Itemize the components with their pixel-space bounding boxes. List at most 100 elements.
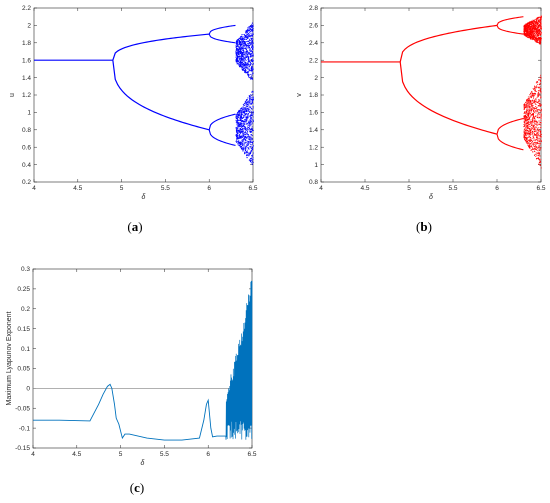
- chaos-point: [531, 119, 533, 121]
- chaos-point: [240, 61, 242, 63]
- chaos-point: [536, 39, 538, 41]
- chaos-point: [247, 121, 249, 123]
- chaos-point: [533, 128, 535, 130]
- chaos-point: [528, 110, 530, 112]
- chaos-point: [245, 137, 247, 138]
- chaos-point: [531, 23, 532, 25]
- chaos-point: [252, 29, 253, 31]
- chaos-point: [238, 50, 240, 52]
- chaos-point: [536, 33, 538, 34]
- chaos-point: [251, 100, 253, 102]
- chaos-point: [529, 30, 531, 32]
- chaos-point: [251, 27, 253, 29]
- chaos-point: [241, 59, 243, 60]
- chaos-point: [539, 102, 541, 104]
- chaos-point: [251, 99, 253, 101]
- chaos-point: [540, 118, 542, 120]
- chaos-point: [252, 27, 254, 29]
- chaos-point: [241, 107, 243, 109]
- chaos-point: [240, 131, 242, 132]
- chaos-point: [251, 151, 253, 153]
- chaos-point: [536, 152, 538, 154]
- chaos-point: [524, 138, 526, 140]
- chaos-point: [524, 134, 526, 136]
- chaos-point: [528, 136, 530, 138]
- chaos-point: [241, 140, 243, 142]
- chaos-point: [241, 141, 243, 143]
- chaos-point: [533, 33, 535, 35]
- chaos-point: [242, 139, 244, 141]
- chaos-point: [540, 133, 541, 135]
- chaos-point: [239, 108, 241, 110]
- chaos-point: [536, 30, 538, 32]
- chaos-point: [536, 18, 538, 20]
- chaos-point: [529, 106, 530, 108]
- chaos-point: [236, 121, 238, 123]
- chaos-point: [524, 134, 526, 136]
- chaos-point: [252, 146, 254, 148]
- chaos-point: [246, 152, 248, 153]
- chaos-point: [245, 59, 247, 61]
- chaos-point: [238, 130, 240, 131]
- chaos-point: [242, 110, 244, 112]
- chaos-point: [531, 145, 532, 147]
- chaos-point: [534, 23, 536, 25]
- chaos-point: [245, 110, 247, 112]
- chaos-point: [527, 123, 529, 125]
- chaos-point: [540, 117, 542, 118]
- chaos-point: [533, 26, 535, 28]
- chaos-point: [245, 64, 247, 66]
- chaos-point: [527, 110, 529, 112]
- chaotic-attractor-points: [235, 22, 254, 165]
- chaos-point: [524, 28, 526, 30]
- chaos-point: [246, 103, 248, 105]
- chaos-point: [237, 52, 238, 54]
- chaos-point: [535, 41, 537, 43]
- chaos-point: [237, 57, 239, 59]
- y-tick-label: 0.3: [21, 266, 30, 273]
- chaos-point: [243, 143, 245, 145]
- chaos-point: [539, 144, 541, 146]
- chaos-point: [540, 23, 542, 24]
- chaos-point: [236, 58, 238, 60]
- chaos-point: [533, 29, 535, 31]
- chaos-point: [239, 123, 240, 125]
- y-tick-label: 0.6: [22, 144, 31, 151]
- chaos-point: [242, 68, 244, 69]
- chaos-point: [537, 25, 539, 27]
- chaos-point: [249, 96, 251, 98]
- chaos-point: [524, 35, 526, 37]
- chaos-point: [244, 67, 245, 69]
- chaos-point: [538, 37, 540, 39]
- chaos-point: [525, 103, 527, 105]
- chaos-point: [532, 148, 533, 150]
- chaos-point: [531, 34, 533, 35]
- chaos-point: [244, 120, 246, 122]
- chaos-point: [241, 128, 243, 130]
- chaos-point: [526, 123, 528, 125]
- chaos-point: [531, 38, 533, 40]
- chaos-point: [245, 146, 247, 148]
- chaos-point: [248, 122, 250, 124]
- chaos-point: [538, 22, 540, 24]
- chaos-point: [236, 135, 238, 137]
- chaos-point: [534, 36, 536, 38]
- chaos-point: [241, 44, 243, 46]
- chaos-point: [247, 129, 249, 131]
- chaos-point: [537, 102, 539, 104]
- chaos-point: [245, 148, 247, 150]
- chaos-point: [539, 91, 541, 93]
- chaos-point: [251, 161, 253, 163]
- chaos-point: [535, 29, 537, 31]
- chaos-point: [529, 147, 531, 148]
- chaos-point: [526, 99, 528, 101]
- lower-period2-branch: [112, 60, 210, 131]
- chaos-point: [241, 67, 243, 69]
- chaos-point: [238, 142, 239, 144]
- chaos-point: [251, 128, 253, 130]
- chaos-point: [537, 95, 539, 97]
- chaos-point: [236, 60, 237, 62]
- chaos-point: [539, 18, 541, 20]
- chaos-point: [244, 112, 245, 114]
- chaos-point: [538, 28, 539, 30]
